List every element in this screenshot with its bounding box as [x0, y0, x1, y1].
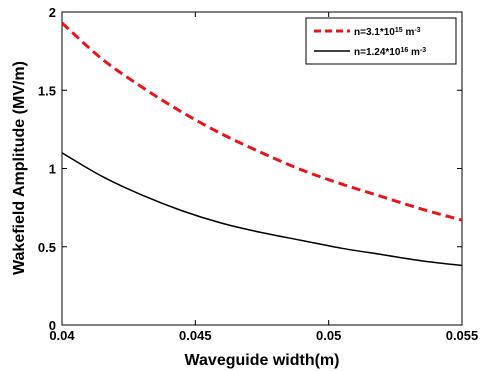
x-tick-label: 0.045 [179, 328, 212, 343]
series-line-2 [61, 152, 463, 267]
x-axis-title: Waveguide width(m) [185, 352, 340, 369]
x-tick-label: 0.04 [49, 328, 75, 343]
legend-label-1: n=3.1*1015 m-3 [354, 27, 421, 39]
tick-layer: 0.04 0.045 0.05 0.055 0 0.5 1 1.5 2 [38, 5, 478, 343]
legend: n=3.1*1015 m-3 n=1.24*1016 m-3 [305, 17, 457, 65]
legend-box [305, 17, 457, 65]
series-line-1 [60, 21, 463, 222]
x-tick-label: 0.055 [446, 328, 479, 343]
x-tick-label: 0.05 [316, 328, 341, 343]
y-axis-title: Wakefield Amplitude (MV/m) [11, 61, 28, 275]
y-tick-label: 1.5 [38, 83, 56, 98]
y-tick-label: 1 [49, 162, 56, 177]
y-tick-label: 0.5 [38, 240, 56, 255]
y-tick-label: 0 [49, 318, 56, 333]
y-tick-label: 2 [49, 5, 56, 20]
series-layer [60, 21, 463, 267]
legend-label-2: n=1.24*1016 m-3 [354, 47, 426, 59]
